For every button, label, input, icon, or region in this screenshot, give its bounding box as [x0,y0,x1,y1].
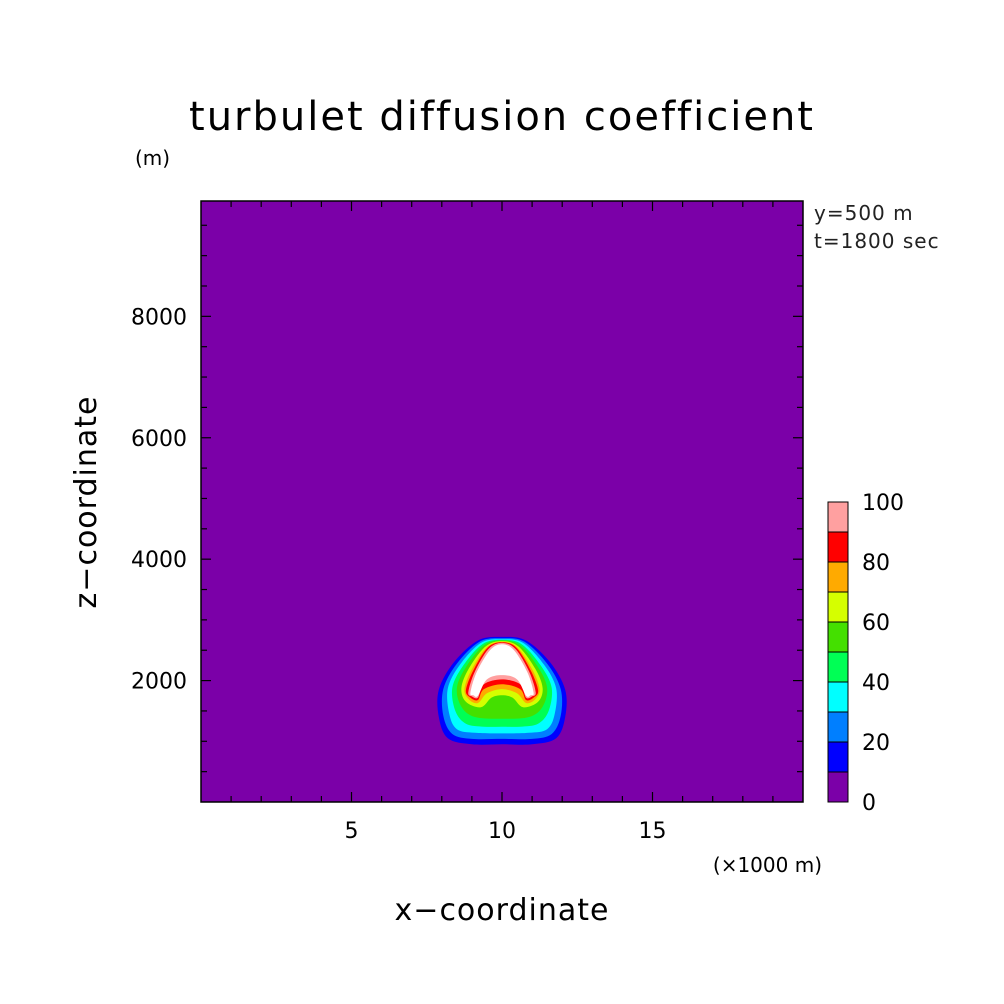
colorbar-band [827,531,849,563]
annotation-t: t=1800 sec [814,229,940,253]
colorbar-band [827,621,849,653]
colorbar-band [827,591,849,623]
colorbar [827,501,849,803]
colorbar-band [827,651,849,683]
plot-area [200,200,804,803]
colorbar-tick-label: 60 [862,611,890,636]
colorbar-tick-label: 20 [862,731,890,756]
colorbar-tick-label: 100 [862,491,904,516]
x-tick-labels: 5 10 15 [345,819,667,844]
colorbar-band [827,771,849,803]
x-unit: (×1000 m) [713,853,822,877]
contour-layer [437,636,567,745]
colorbar-band [827,741,849,773]
colorbar-labels: 100 80 60 40 20 0 [862,491,904,816]
y-unit: (m) [135,146,170,170]
x-axis-label: x−coordinate [395,893,610,928]
minor-ticks [201,201,803,802]
major-ticks [201,201,803,802]
y-tick-labels: 2000 4000 6000 8000 [131,305,187,694]
y-axis-label: z−coordinate [69,396,104,609]
y-tick-label: 8000 [131,305,187,330]
y-tick-label: 6000 [131,427,187,452]
x-tick-label: 5 [345,819,359,844]
colorbar-band [827,681,849,713]
colorbar-band [827,501,849,533]
y-tick-label: 4000 [131,548,187,573]
x-tick-label: 10 [488,819,516,844]
chart-title: turbulet diffusion coefficient [189,94,815,140]
colorbar-band [827,711,849,743]
colorbar-tick-label: 80 [862,551,890,576]
colorbar-tick-label: 0 [862,791,876,816]
contour-level-100 [470,644,534,697]
y-tick-label: 2000 [131,670,187,695]
annotation-y: y=500 m [814,201,914,225]
colorbar-band [827,561,849,593]
x-tick-label: 15 [639,819,667,844]
colorbar-tick-label: 40 [862,671,890,696]
